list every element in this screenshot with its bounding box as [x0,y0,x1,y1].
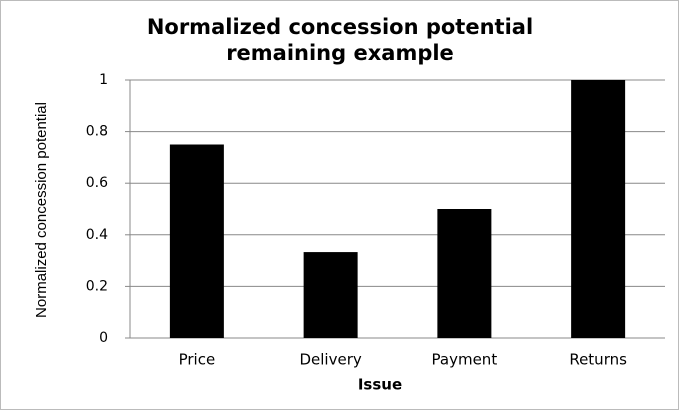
y-tick-label: 0.2 [86,278,108,294]
y-tick-label: 0 [99,330,108,346]
y-tick-label: 0.4 [86,227,108,243]
x-tick-label: Payment [432,351,498,369]
y-tick-label: 0.8 [86,124,108,140]
y-axis-label: Normalized concession potential [33,102,50,318]
bar [437,209,492,338]
bar [169,144,224,338]
x-tick-label: Price [179,351,216,369]
x-tick-label: Returns [569,351,627,369]
y-tick-label: 1 [99,72,108,88]
chart-title: Normalized concession potential remainin… [146,15,534,65]
bar [571,80,626,338]
bar [303,252,358,338]
x-tick-label: Delivery [299,351,361,369]
y-tick-label: 0.6 [86,175,108,191]
x-axis-label: Issue [358,376,402,394]
